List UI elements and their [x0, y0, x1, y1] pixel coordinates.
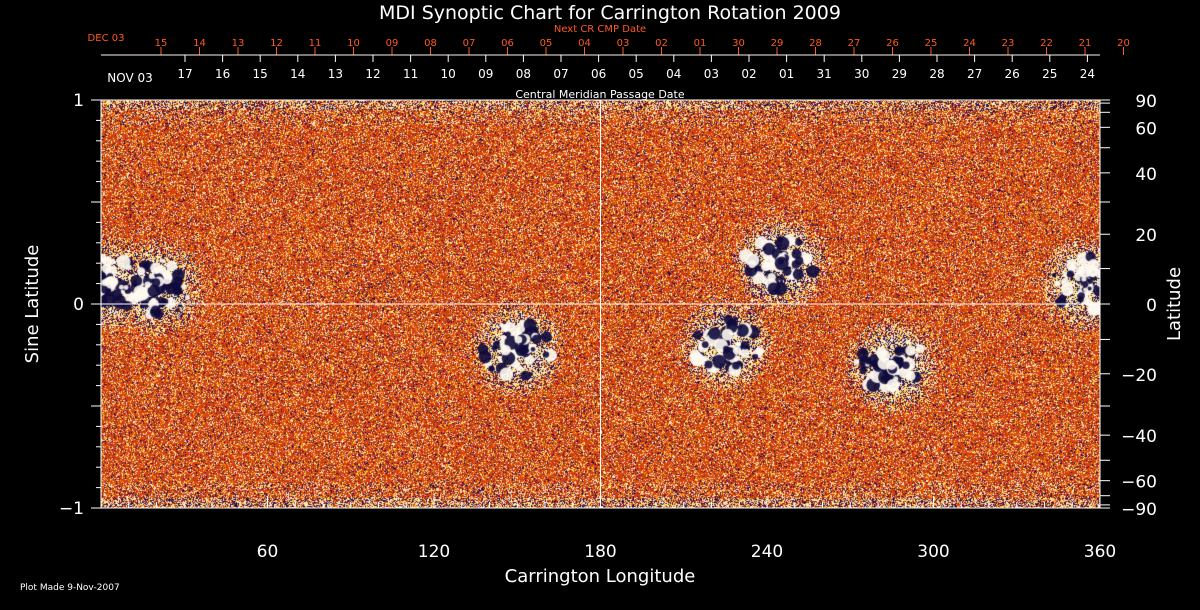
y-left-tick-label: 0: [73, 295, 84, 315]
next-cr-tick-label: 13: [232, 38, 245, 49]
cmp-tick-label: 30: [854, 67, 869, 81]
cmp-tick-label: 27: [967, 67, 982, 81]
x-axis-label: Carrington Longitude: [505, 566, 696, 587]
y-axis-right: 90 60 40 20 0 −20 −40 −60 −90: [1100, 92, 1157, 520]
x-tick-label: 180: [584, 542, 616, 562]
y-right-tick-label: −20: [1121, 366, 1157, 386]
next-cr-tick-label: 22: [1040, 38, 1053, 49]
next-cr-tick-label: 12: [270, 38, 283, 49]
next-cr-tick-label: 02: [655, 38, 668, 49]
next-cr-tick-label: 04: [578, 38, 591, 49]
y-right-tick-label: −60: [1121, 473, 1157, 493]
next-cr-tick-label: 03: [617, 38, 630, 49]
next-cr-tick-label: 27: [848, 38, 861, 49]
next-cr-axis-caption: Next CR CMP Date: [554, 24, 646, 35]
y-right-tick-label: 90: [1135, 92, 1157, 112]
next-cr-tick-label: 05: [540, 38, 553, 49]
next-cr-tick-label: 25: [925, 38, 938, 49]
cmp-tick-label: 25: [1042, 67, 1057, 81]
cmp-tick-label: 26: [1005, 67, 1020, 81]
x-tick-label: 120: [418, 542, 450, 562]
x-tick-label: 360: [1084, 542, 1116, 562]
x-tick-label: 300: [917, 542, 949, 562]
next-cr-first-label: DEC 03: [88, 33, 125, 44]
cmp-tick-label: 24: [1080, 67, 1095, 81]
chart-title: MDI Synoptic Chart for Carrington Rotati…: [379, 2, 841, 24]
next-cr-tick-label: 30: [732, 38, 745, 49]
y-right-tick-label: −90: [1121, 500, 1157, 520]
next-cr-tick-label: 08: [424, 38, 437, 49]
cmp-first-label: NOV 03: [107, 71, 153, 85]
cmp-axis: NOV 03 17 16 15 14 13 12 11 10 09 08 07 06 05 04 03 02 01…: [101, 54, 1100, 85]
next-cr-axis: DEC 03 15 14 13 12 11 10 09 08 07 06 05 04 03 02 01 30 29…: [88, 33, 1130, 56]
next-cr-tick-label: 20: [1117, 38, 1130, 49]
next-cr-tick-label: 23: [1002, 38, 1015, 49]
next-cr-tick-label: 10: [347, 38, 360, 49]
cmp-tick-label: 31: [817, 67, 832, 81]
cmp-tick-label: 14: [290, 67, 305, 81]
y-right-tick-label: 0: [1146, 296, 1157, 316]
y-right-tick-label: 20: [1135, 226, 1157, 246]
cmp-tick-label: 08: [516, 67, 531, 81]
next-cr-tick-label: 14: [193, 38, 206, 49]
cmp-tick-label: 29: [892, 67, 907, 81]
next-cr-tick-label: 09: [386, 38, 399, 49]
y-axis-left-label: Sine Latitude: [22, 245, 43, 364]
cmp-tick-label: 28: [929, 67, 944, 81]
plot-made-label: Plot Made 9-Nov-2007: [20, 583, 120, 593]
cmp-tick-label: 13: [328, 67, 343, 81]
next-cr-tick-label: 07: [463, 38, 476, 49]
cmp-tick-label: 06: [591, 67, 606, 81]
plot-frame: [100, 99, 1101, 509]
y-axis-left: 1 0 −1: [59, 91, 101, 519]
cmp-tick-label: 09: [478, 67, 493, 81]
x-tick-label: 240: [751, 542, 783, 562]
y-left-tick-label: −1: [59, 499, 84, 519]
y-right-tick-label: 40: [1135, 165, 1157, 185]
next-cr-tick-label: 11: [309, 38, 322, 49]
next-cr-tick-label: 06: [501, 38, 514, 49]
y-left-tick-label: 1: [73, 91, 84, 111]
cmp-tick-label: 10: [441, 67, 456, 81]
cmp-tick-label: 15: [253, 67, 268, 81]
y-right-tick-label: −40: [1121, 427, 1157, 447]
next-cr-tick-label: 24: [963, 38, 976, 49]
next-cr-tick-label: 01: [694, 38, 707, 49]
next-cr-tick-label: 15: [155, 38, 168, 49]
next-cr-tick-label: 28: [809, 38, 822, 49]
cmp-tick-label: 02: [741, 67, 756, 81]
cmp-tick-label: 07: [553, 67, 568, 81]
cmp-tick-label: 04: [666, 67, 681, 81]
next-cr-tick-label: 29: [771, 38, 784, 49]
cmp-tick-label: 01: [779, 67, 794, 81]
x-tick-label: 60: [257, 542, 279, 562]
next-cr-tick-label: 21: [1079, 38, 1092, 49]
cmp-tick-label: 11: [403, 67, 418, 81]
cmp-tick-label: 03: [704, 67, 719, 81]
y-right-tick-label: 60: [1135, 119, 1157, 139]
cmp-tick-label: 17: [177, 67, 192, 81]
cmp-tick-label: 16: [215, 67, 230, 81]
x-axis: 60 120 180 240 300 360: [128, 496, 1116, 562]
next-cr-tick-label: 26: [886, 38, 899, 49]
cmp-tick-label: 12: [365, 67, 380, 81]
cmp-axis-caption: Central Meridian Passage Date: [515, 88, 684, 101]
cmp-tick-label: 05: [629, 67, 644, 81]
y-axis-right-label: Latitude: [1164, 267, 1185, 341]
